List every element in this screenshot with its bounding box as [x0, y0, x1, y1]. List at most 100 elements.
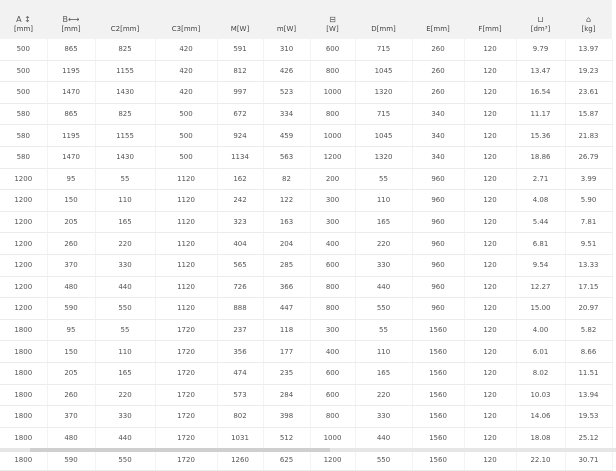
- table-cell: 800: [310, 60, 356, 83]
- table-cell: 120: [464, 362, 517, 385]
- table-cell: 420: [155, 81, 218, 104]
- table-cell: 19.23: [565, 60, 613, 83]
- table-cell: 500: [0, 39, 48, 61]
- table-cell: 300: [310, 319, 356, 342]
- table-cell: 120: [464, 297, 517, 320]
- width-arrow-icon: B⟷: [62, 15, 80, 24]
- header-unit: [W]: [326, 25, 339, 33]
- table-cell: 120: [464, 384, 517, 407]
- table-cell: 1800: [0, 340, 48, 363]
- table-cell: 17.15: [565, 276, 613, 299]
- table-row: 1200 205 165 1120 323 163 300 165 960 120 5.44 7.81: [0, 211, 613, 234]
- table-cell: 21.83: [565, 124, 613, 147]
- column-header: B⟷ [mm]: [47, 0, 95, 39]
- table-cell: 5.82: [565, 319, 613, 342]
- table-cell: 600: [310, 39, 356, 61]
- table-cell: 1720: [155, 362, 218, 385]
- table-cell: 165: [355, 362, 413, 385]
- table-cell: 459: [263, 124, 311, 147]
- table-cell: 9.79: [516, 39, 566, 61]
- table-cell: 220: [95, 384, 156, 407]
- table-cell: 10.03: [516, 384, 566, 407]
- table-cell: 1320: [355, 146, 413, 169]
- table-cell: 440: [95, 427, 156, 450]
- table-cell: 1470: [47, 146, 96, 169]
- table-cell: 2.71: [516, 168, 566, 191]
- table-row: 500 1195 1155 420 812 426 800 1045 260 120 13.47 19…: [0, 60, 613, 83]
- table-cell: 1045: [355, 60, 413, 83]
- table-cell: 715: [355, 39, 413, 61]
- table-cell: 420: [155, 39, 218, 61]
- table-cell: 15.00: [516, 297, 566, 320]
- table-cell: 400: [310, 232, 356, 255]
- table-cell: 110: [355, 189, 413, 212]
- table-cell: 960: [412, 232, 465, 255]
- horizontal-scrollbar[interactable]: [0, 448, 616, 452]
- table-cell: 9.51: [565, 232, 613, 255]
- table-cell: 122: [263, 189, 311, 212]
- table-cell: 1120: [155, 297, 218, 320]
- table-cell: 14.06: [516, 405, 566, 428]
- table-cell: 440: [95, 276, 156, 299]
- header-unit: C2[mm]: [110, 25, 140, 33]
- table-cell: 55: [95, 319, 156, 342]
- table-cell: 1200: [0, 189, 48, 212]
- table-cell: 110: [95, 340, 156, 363]
- table-cell: 330: [95, 405, 156, 428]
- table-cell: 1200: [310, 146, 356, 169]
- table-cell: 9.54: [516, 254, 566, 277]
- table-cell: 590: [47, 297, 96, 320]
- table-row: 580 865 825 500 672 334 800 715 340 120 11.17 15.87: [0, 103, 613, 126]
- power-box-icon: ⊟: [329, 15, 336, 24]
- table-cell: 960: [412, 254, 465, 277]
- table-cell: 205: [47, 211, 96, 234]
- table-cell: 550: [95, 448, 156, 471]
- table-cell: 12.27: [516, 276, 566, 299]
- scrollbar-thumb[interactable]: [30, 448, 330, 452]
- table-cell: 370: [47, 405, 96, 428]
- table-cell: 22.10: [516, 448, 566, 471]
- table-cell: 960: [412, 189, 465, 212]
- table-row: 1800 370 330 1720 802 398 800 330 1560 120 14.06 19…: [0, 405, 613, 428]
- table-cell: 55: [355, 168, 413, 191]
- table-cell: 1320: [355, 81, 413, 104]
- table-cell: 1800: [0, 362, 48, 385]
- table-cell: 580: [0, 124, 48, 147]
- table-row: 1200 150 110 1120 242 122 300 110 960 120 4.08 5.90: [0, 189, 613, 212]
- table-cell: 550: [355, 297, 413, 320]
- table-cell: 300: [310, 189, 356, 212]
- table-cell: 825: [95, 103, 156, 126]
- table-cell: 1195: [47, 60, 96, 83]
- table-cell: 13.33: [565, 254, 613, 277]
- column-header: D[mm]: [355, 0, 412, 39]
- table-row: 1200 260 220 1120 404 204 400 220 960 120 6.81 9.51: [0, 232, 613, 255]
- table-cell: 500: [155, 103, 218, 126]
- table-cell: 1720: [155, 427, 218, 450]
- table-cell: 573: [217, 384, 264, 407]
- table-cell: 163: [263, 211, 311, 234]
- table-cell: 260: [47, 384, 96, 407]
- table-row: 1800 95 55 1720 237 118 300 55 1560 120 4.00 5.82: [0, 319, 613, 342]
- table-cell: 1195: [47, 124, 96, 147]
- table-cell: 800: [310, 103, 356, 126]
- table-cell: 447: [263, 297, 311, 320]
- table-header-row: A ↕ [mm] B⟷ [mm] C2[mm] C3[mm] M[W] m[W] ⊟ [W] D[m…: [0, 0, 612, 39]
- table-cell: 366: [263, 276, 311, 299]
- table-cell: 13.94: [565, 384, 613, 407]
- table-cell: 4.08: [516, 189, 566, 212]
- table-cell: 523: [263, 81, 311, 104]
- table-row: 580 1195 1155 500 924 459 1000 1045 340 120 15.36 2…: [0, 124, 613, 147]
- table-cell: 500: [0, 60, 48, 83]
- table-cell: 600: [310, 362, 356, 385]
- table-cell: 924: [217, 124, 264, 147]
- table-cell: 400: [310, 340, 356, 363]
- table-cell: 204: [263, 232, 311, 255]
- table-cell: 1560: [412, 340, 465, 363]
- table-row: 580 1470 1430 500 1134 563 1200 1320 340 120 18.86…: [0, 146, 613, 169]
- table-cell: 165: [95, 211, 156, 234]
- table-cell: 4.00: [516, 319, 566, 342]
- table-cell: 672: [217, 103, 264, 126]
- table-cell: 1470: [47, 81, 96, 104]
- table-cell: 1560: [412, 448, 465, 471]
- table-cell: 1120: [155, 189, 218, 212]
